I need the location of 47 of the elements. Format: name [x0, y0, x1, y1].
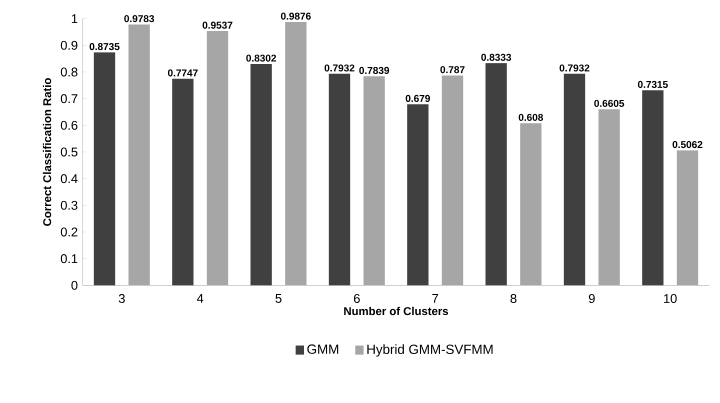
bar	[94, 52, 116, 286]
y-tick-label: 0.4	[60, 174, 78, 184]
bar	[172, 78, 194, 286]
data-label: 0.6605	[594, 100, 624, 108]
x-tick-label: 8	[510, 294, 516, 304]
y-tick-label: 0.9	[60, 41, 78, 50]
y-tick-label: 0.3	[60, 201, 78, 210]
data-label: 0.7315	[638, 81, 668, 88]
y-tick-label: 0.8	[60, 68, 78, 77]
y-axis-title: Correct Classification Ratio	[42, 78, 52, 226]
data-label: 0.9783	[124, 15, 154, 22]
bar	[642, 90, 664, 286]
y-tick-label: 0.5	[60, 148, 78, 157]
x-tick-label: 3	[118, 294, 125, 304]
y-tick-label: 0.1	[60, 254, 78, 264]
legend-label: GMM	[307, 344, 338, 354]
x-tick-label: 7	[432, 294, 438, 303]
x-tick-label: 10	[664, 294, 677, 304]
data-label: 0.8735	[90, 43, 120, 50]
x-tick-label: 5	[275, 294, 282, 304]
x-tick-label: 4	[196, 294, 204, 303]
data-label: 0.787	[440, 66, 465, 74]
bar	[407, 104, 428, 286]
legend-label: Hybrid GMM-SVFMM	[367, 344, 493, 357]
bar	[250, 64, 272, 286]
y-tick-label: 0.2	[60, 228, 78, 237]
data-label: 0.5062	[672, 141, 702, 148]
data-label: 0.8333	[481, 54, 512, 62]
y-tick-label: 1	[72, 14, 78, 24]
data-label: 0.679	[406, 95, 430, 102]
y-tick-label: 0	[71, 281, 78, 290]
data-label: 0.9537	[202, 22, 232, 29]
y-tick-label: 0.7	[60, 94, 78, 104]
y-tick-label: 0.6	[60, 121, 78, 130]
x-axis-title: Number of Clusters	[344, 306, 448, 316]
x-tick-label: 9	[588, 294, 595, 304]
data-label: 0.7747	[168, 70, 198, 77]
data-label: 0.608	[518, 114, 544, 122]
bar	[486, 63, 507, 286]
bar	[564, 74, 586, 286]
bar	[328, 74, 350, 286]
x-tick-label: 6	[354, 294, 360, 304]
data-label: 0.7932	[560, 64, 590, 72]
data-label: 0.9876	[280, 12, 311, 20]
data-label: 0.7932	[324, 64, 354, 72]
data-label: 0.7839	[359, 67, 390, 74]
data-label: 0.8302	[246, 54, 276, 62]
